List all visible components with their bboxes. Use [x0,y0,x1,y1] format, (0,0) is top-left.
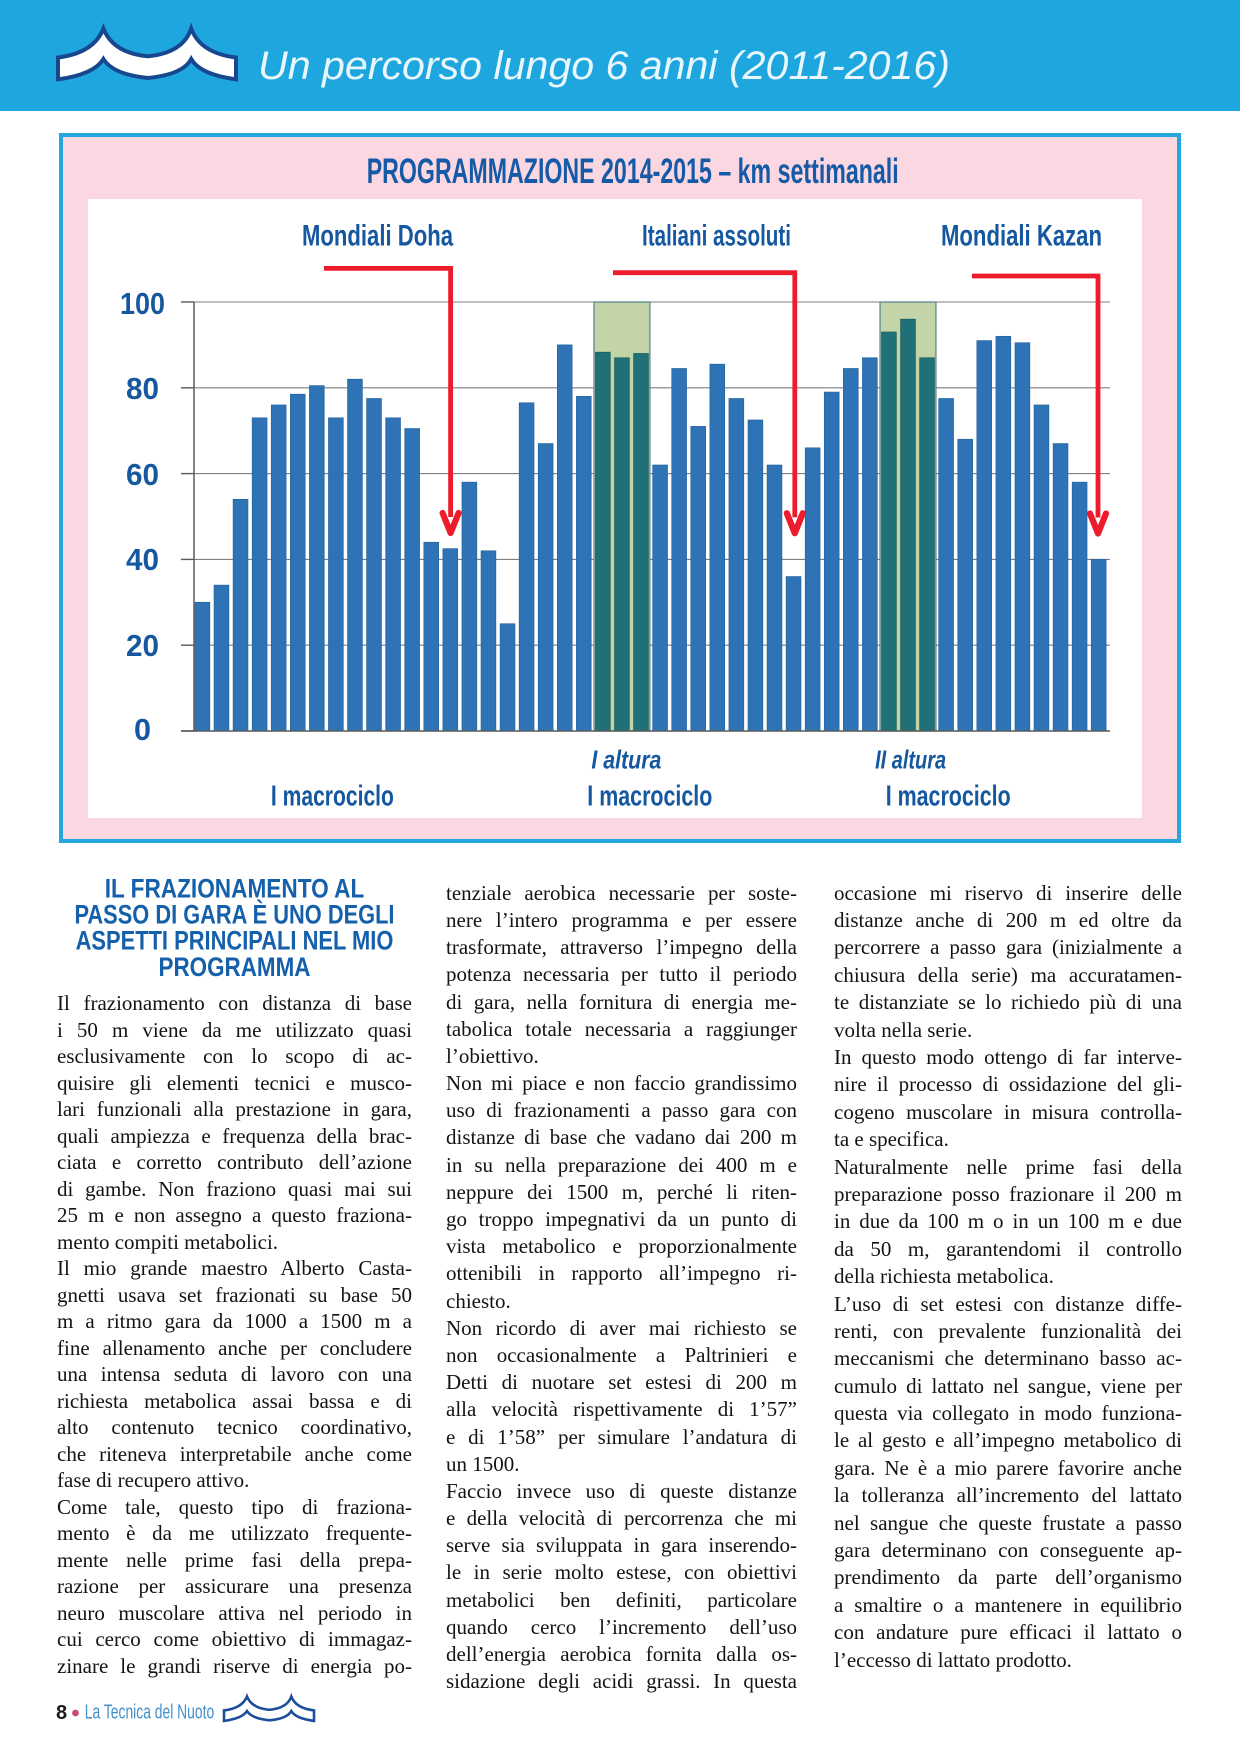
svg-text:I macrociclo: I macrociclo [271,781,394,813]
svg-text:IL FRAZIONAMENTO AL: IL FRAZIONAMENTO AL [105,874,365,904]
svg-text:PROGRAMMAZIONE 2014-2015 – km: PROGRAMMAZIONE 2014-2015 – km settimanal… [367,152,899,191]
svg-text:100: 100 [120,287,165,321]
svg-text:ASPETTI PRINCIPALI NEL MIO: ASPETTI PRINCIPALI NEL MIO [76,926,394,956]
svg-text:8: 8 [56,1702,67,1724]
svg-text:Italiani assoluti: Italiani assoluti [642,220,791,253]
svg-text:60: 60 [126,458,159,492]
svg-text:I altura: I altura [591,744,661,774]
svg-text:40: 40 [126,543,159,577]
svg-text:PASSO DI GARA È UNO DEGLI: PASSO DI GARA È UNO DEGLI [75,899,395,930]
svg-text:80: 80 [126,372,159,406]
svg-text:II altura: II altura [875,744,946,774]
svg-text:Mondiali Kazan: Mondiali Kazan [941,220,1102,253]
svg-text:20: 20 [126,629,159,663]
svg-text:I macrociclo: I macrociclo [587,781,712,813]
svg-text:Mondiali Doha: Mondiali Doha [302,220,453,253]
svg-text:Un percorso lungo 6 anni (2011: Un percorso lungo 6 anni (2011-2016) [258,44,950,88]
svg-text:PROGRAMMA: PROGRAMMA [159,952,311,982]
svg-text:0: 0 [134,713,151,747]
svg-text:La Tecnica del Nuoto: La Tecnica del Nuoto [85,1702,214,1724]
svg-text:I macrociclo: I macrociclo [886,781,1011,813]
